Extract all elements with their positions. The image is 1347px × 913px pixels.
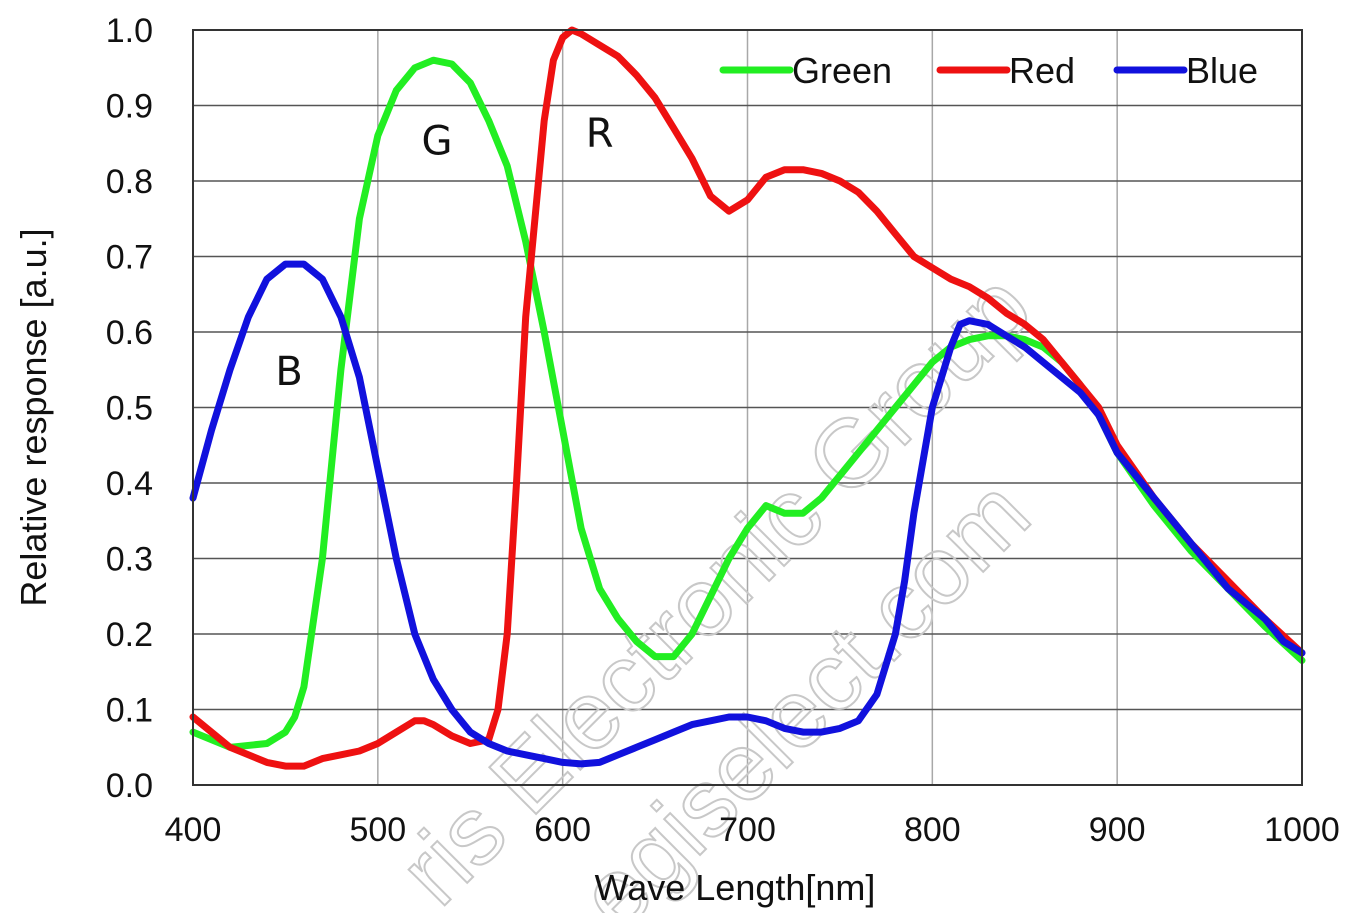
y-tick-label: 0.1	[106, 692, 153, 730]
y-tick-label: 0.6	[106, 314, 153, 352]
x-tick-label: 1000	[1264, 811, 1340, 849]
x-axis-label: Wave Length[nm]	[595, 867, 876, 908]
y-tick-label: 0.3	[106, 541, 153, 579]
y-tick-label: 0.8	[106, 163, 153, 201]
y-tick-label: 0.4	[106, 465, 153, 503]
y-tick-label: 0.2	[106, 616, 153, 654]
series-line-blue	[189, 260, 1306, 768]
x-tick-label: 900	[1089, 811, 1146, 849]
y-tick-label: 0.7	[106, 239, 153, 277]
legend-label-red: Red	[1009, 50, 1075, 91]
y-tick-label: 0.0	[106, 767, 153, 805]
x-tick-label: 400	[165, 811, 222, 849]
plot-frame	[192, 29, 1303, 786]
legend: Green Red Blue	[719, 50, 1258, 91]
series-line-red	[189, 26, 1306, 770]
x-tick-label: 600	[534, 811, 591, 849]
y-axis-label: Relative response [a.u.]	[13, 228, 54, 606]
curve-label-r: R	[586, 111, 614, 157]
y-tick-labels: 0.0 0.1 0.2 0.3 0.4 0.5 0.6 0.7 0.8 0.9 1.0	[106, 12, 153, 805]
legend-label-blue: Blue	[1186, 50, 1258, 91]
x-tick-labels: 400 500 600 700 800 900 1000	[165, 811, 1340, 849]
grid-lines	[192, 29, 1303, 786]
curve-label-g: G	[421, 119, 452, 165]
series-lines	[189, 26, 1306, 770]
y-tick-label: 0.5	[106, 390, 153, 428]
y-tick-label: 1.0	[106, 12, 153, 50]
curve-label-b: B	[275, 349, 302, 395]
x-tick-label: 800	[904, 811, 961, 849]
y-tick-label: 0.9	[106, 88, 153, 126]
series-line-green	[189, 56, 1306, 751]
curve-annotations: B G R	[275, 111, 613, 395]
legend-label-green: Green	[792, 50, 892, 91]
x-tick-label: 500	[349, 811, 406, 849]
x-tick-label: 700	[719, 811, 776, 849]
